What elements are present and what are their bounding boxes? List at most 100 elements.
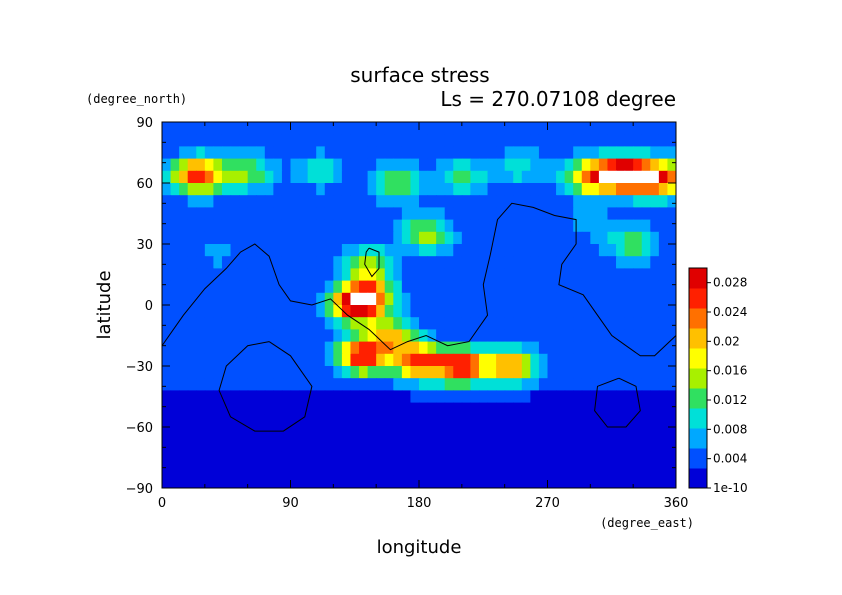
heatmap-cell [333, 439, 343, 452]
heatmap-cell [359, 280, 369, 294]
heatmap-cell [367, 280, 377, 294]
heatmap-cell [504, 427, 514, 440]
heatmap-cell [204, 183, 214, 196]
heatmap-cell [641, 390, 651, 404]
continent-outline [162, 202, 676, 357]
heatmap-cell [350, 463, 360, 477]
heatmap-cell [221, 231, 232, 245]
heatmap-cell [204, 451, 214, 465]
heatmap-cell [213, 329, 223, 343]
heatmap-cell [213, 256, 223, 269]
heatmap-cell [393, 353, 403, 367]
heatmap-cell [281, 183, 292, 196]
heatmap-cell [264, 195, 274, 208]
heatmap-cell [487, 463, 497, 477]
heatmap-cell [290, 378, 300, 391]
heatmap-cell [667, 414, 676, 428]
heatmap-cell [547, 305, 557, 318]
heatmap-cell [204, 378, 214, 391]
heatmap-cell [624, 280, 634, 294]
heatmap-cell [530, 146, 540, 160]
heatmap-cell [427, 353, 437, 367]
heatmap-cell [273, 134, 283, 147]
heatmap-cell [230, 268, 240, 282]
heatmap-cell [410, 353, 420, 367]
heatmap-cell [453, 378, 463, 391]
heatmap-cell [547, 183, 557, 196]
heatmap-cell [359, 475, 369, 488]
heatmap-cell [401, 402, 412, 416]
heatmap-cell [256, 390, 266, 404]
heatmap-cell [598, 341, 609, 355]
heatmap-cell [607, 122, 617, 135]
heatmap-cell [573, 158, 583, 172]
heatmap-cell [162, 366, 172, 379]
heatmap-cell [650, 463, 660, 477]
heatmap-cell [316, 427, 326, 440]
heatmap-cell [470, 146, 480, 160]
heatmap-cell [419, 207, 429, 221]
heatmap-cell [607, 427, 617, 440]
heatmap-cell [436, 146, 446, 160]
heatmap-cell [179, 329, 189, 343]
heatmap-cell [376, 427, 386, 440]
heatmap-cell [393, 366, 403, 379]
heatmap-cell [504, 390, 514, 404]
heatmap-cell [547, 427, 557, 440]
heatmap-cell [187, 146, 197, 160]
x-tick-label: 270 [535, 496, 560, 511]
heatmap-cell [478, 402, 489, 416]
heatmap-cell [470, 158, 480, 172]
heatmap-cell [616, 183, 626, 196]
heatmap-cell [504, 219, 514, 233]
heatmap-cell [650, 256, 660, 269]
heatmap-cell [641, 268, 651, 282]
heatmap-cell [187, 280, 197, 294]
heatmap-cell [547, 256, 557, 269]
heatmap-cell [264, 439, 274, 452]
heatmap-cell [170, 317, 180, 330]
heatmap-cell [359, 329, 369, 343]
heatmap-cell [341, 256, 352, 269]
heatmap-cell [607, 317, 617, 330]
heatmap-cell [453, 439, 463, 452]
heatmap-cell [504, 305, 514, 318]
heatmap-cell [616, 268, 626, 282]
heatmap-cell [213, 378, 223, 391]
heatmap-cell [547, 475, 557, 488]
heatmap-cell [316, 366, 326, 379]
heatmap-cell [162, 439, 172, 452]
heatmap-cell [641, 231, 651, 245]
heatmap-cell [504, 378, 514, 391]
heatmap-cell [350, 329, 360, 343]
heatmap-cell [281, 475, 292, 488]
heatmap-cell [530, 280, 540, 294]
heatmap-cell [359, 427, 369, 440]
heatmap-cell [401, 183, 412, 196]
heatmap-cell [333, 219, 343, 233]
heatmap-cell [273, 207, 283, 221]
heatmap-cell [658, 183, 669, 196]
heatmap-cell [350, 353, 360, 367]
heatmap-cell [213, 305, 223, 318]
heatmap-cell [624, 317, 634, 330]
heatmap-cell [273, 317, 283, 330]
heatmap-cell [359, 439, 369, 452]
heatmap-cell [470, 244, 480, 257]
heatmap-cell [367, 475, 377, 488]
heatmap-cell [564, 378, 574, 391]
heatmap-cell [607, 158, 617, 172]
heatmap-cell [307, 475, 317, 488]
heatmap-cell [401, 158, 412, 172]
heatmap-cell [239, 207, 249, 221]
heatmap-cell [624, 158, 634, 172]
heatmap-cell [401, 414, 412, 428]
heatmap-cell [658, 122, 669, 135]
heatmap-cell [196, 463, 206, 477]
heatmap-cell [264, 329, 274, 343]
heatmap-cell [367, 158, 377, 172]
heatmap-cell [393, 170, 403, 184]
heatmap-cell [239, 427, 249, 440]
heatmap-cell [350, 451, 360, 465]
y-tick-label: −60 [126, 421, 153, 436]
